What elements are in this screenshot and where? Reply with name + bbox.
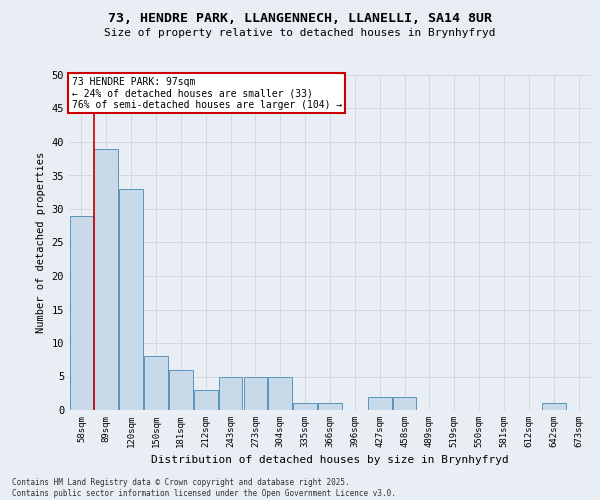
Bar	[94, 148, 118, 410]
Bar	[542, 404, 566, 410]
Bar	[144, 356, 168, 410]
Y-axis label: Number of detached properties: Number of detached properties	[36, 152, 46, 333]
X-axis label: Distribution of detached houses by size in Brynhyfryd: Distribution of detached houses by size …	[151, 456, 509, 466]
Bar	[368, 396, 392, 410]
Bar	[244, 376, 267, 410]
Bar	[219, 376, 242, 410]
Text: 73 HENDRE PARK: 97sqm
← 24% of detached houses are smaller (33)
76% of semi-deta: 73 HENDRE PARK: 97sqm ← 24% of detached …	[71, 76, 342, 110]
Bar	[119, 189, 143, 410]
Text: 73, HENDRE PARK, LLANGENNECH, LLANELLI, SA14 8UR: 73, HENDRE PARK, LLANGENNECH, LLANELLI, …	[108, 12, 492, 26]
Text: Contains HM Land Registry data © Crown copyright and database right 2025.
Contai: Contains HM Land Registry data © Crown c…	[12, 478, 396, 498]
Bar	[318, 404, 342, 410]
Bar	[268, 376, 292, 410]
Bar	[169, 370, 193, 410]
Bar	[293, 404, 317, 410]
Bar	[70, 216, 93, 410]
Bar	[393, 396, 416, 410]
Bar	[194, 390, 218, 410]
Text: Size of property relative to detached houses in Brynhyfryd: Size of property relative to detached ho…	[104, 28, 496, 38]
